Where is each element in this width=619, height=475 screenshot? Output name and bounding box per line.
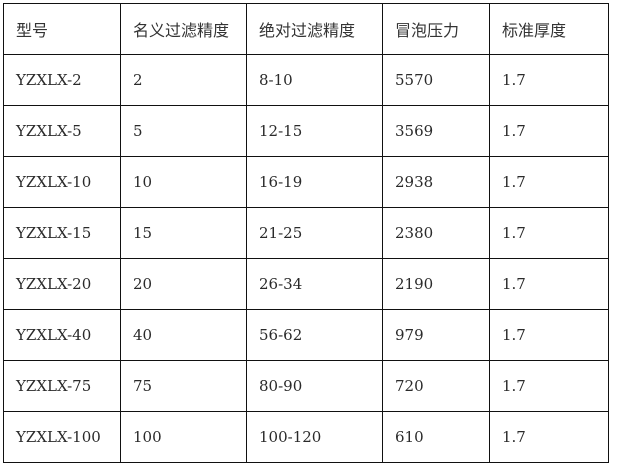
table-row: YZXLX-100 100 100-120 610 1.7 bbox=[3, 411, 609, 463]
cell-bubble-pressure: 2380 bbox=[382, 207, 490, 259]
cell-standard-thickness: 1.7 bbox=[489, 207, 609, 259]
cell-standard-thickness: 1.7 bbox=[489, 156, 609, 208]
table-row: YZXLX-2 2 8-10 5570 1.7 bbox=[3, 54, 609, 106]
cell-absolute-precision: 56-62 bbox=[246, 309, 383, 361]
cell-nominal-precision: 75 bbox=[120, 360, 247, 412]
cell-standard-thickness: 1.7 bbox=[489, 360, 609, 412]
cell-model: YZXLX-15 bbox=[3, 207, 121, 259]
header-model: 型号 bbox=[3, 3, 121, 55]
cell-absolute-precision: 100-120 bbox=[246, 411, 383, 463]
cell-absolute-precision: 26-34 bbox=[246, 258, 383, 310]
cell-absolute-precision: 12-15 bbox=[246, 105, 383, 157]
cell-bubble-pressure: 720 bbox=[382, 360, 490, 412]
cell-model: YZXLX-5 bbox=[3, 105, 121, 157]
cell-nominal-precision: 40 bbox=[120, 309, 247, 361]
cell-nominal-precision: 20 bbox=[120, 258, 247, 310]
cell-bubble-pressure: 2190 bbox=[382, 258, 490, 310]
cell-nominal-precision: 2 bbox=[120, 54, 247, 106]
header-standard-thickness: 标准厚度 bbox=[489, 3, 609, 55]
table-row: YZXLX-15 15 21-25 2380 1.7 bbox=[3, 207, 609, 259]
cell-nominal-precision: 100 bbox=[120, 411, 247, 463]
header-nominal-precision: 名义过滤精度 bbox=[120, 3, 247, 55]
header-absolute-precision: 绝对过滤精度 bbox=[246, 3, 383, 55]
table-row: YZXLX-5 5 12-15 3569 1.7 bbox=[3, 105, 609, 157]
header-row: 型号 名义过滤精度 绝对过滤精度 冒泡压力 标准厚度 bbox=[3, 3, 609, 55]
cell-absolute-precision: 80-90 bbox=[246, 360, 383, 412]
cell-model: YZXLX-2 bbox=[3, 54, 121, 106]
cell-absolute-precision: 21-25 bbox=[246, 207, 383, 259]
cell-bubble-pressure: 3569 bbox=[382, 105, 490, 157]
cell-standard-thickness: 1.7 bbox=[489, 54, 609, 106]
cell-model: YZXLX-10 bbox=[3, 156, 121, 208]
cell-model: YZXLX-40 bbox=[3, 309, 121, 361]
cell-model: YZXLX-20 bbox=[3, 258, 121, 310]
spec-table: 型号 名义过滤精度 绝对过滤精度 冒泡压力 标准厚度 YZXLX-2 2 8-10 5… bbox=[3, 3, 609, 463]
cell-bubble-pressure: 979 bbox=[382, 309, 490, 361]
cell-standard-thickness: 1.7 bbox=[489, 309, 609, 361]
cell-standard-thickness: 1.7 bbox=[489, 411, 609, 463]
table-row: YZXLX-20 20 26-34 2190 1.7 bbox=[3, 258, 609, 310]
cell-nominal-precision: 5 bbox=[120, 105, 247, 157]
header-bubble-pressure: 冒泡压力 bbox=[382, 3, 490, 55]
cell-bubble-pressure: 2938 bbox=[382, 156, 490, 208]
table-row: YZXLX-75 75 80-90 720 1.7 bbox=[3, 360, 609, 412]
table-row: YZXLX-40 40 56-62 979 1.7 bbox=[3, 309, 609, 361]
cell-model: YZXLX-100 bbox=[3, 411, 121, 463]
table-row: YZXLX-10 10 16-19 2938 1.7 bbox=[3, 156, 609, 208]
cell-nominal-precision: 15 bbox=[120, 207, 247, 259]
cell-bubble-pressure: 610 bbox=[382, 411, 490, 463]
cell-standard-thickness: 1.7 bbox=[489, 105, 609, 157]
cell-nominal-precision: 10 bbox=[120, 156, 247, 208]
cell-absolute-precision: 16-19 bbox=[246, 156, 383, 208]
cell-standard-thickness: 1.7 bbox=[489, 258, 609, 310]
cell-model: YZXLX-75 bbox=[3, 360, 121, 412]
cell-absolute-precision: 8-10 bbox=[246, 54, 383, 106]
cell-bubble-pressure: 5570 bbox=[382, 54, 490, 106]
